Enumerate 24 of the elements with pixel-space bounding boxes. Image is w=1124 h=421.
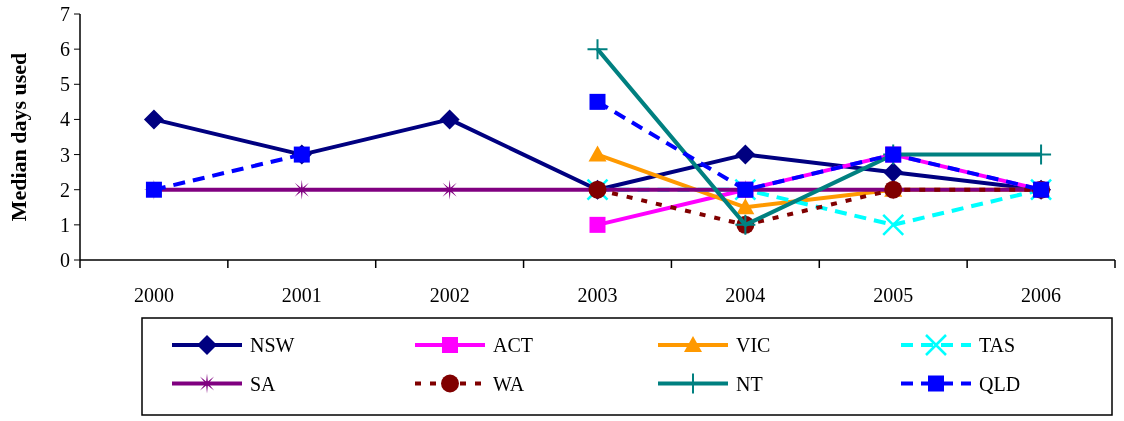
legend-label: SA bbox=[250, 372, 277, 395]
legend-label: ACT bbox=[493, 334, 533, 356]
y-tick-label: 0 bbox=[60, 249, 70, 271]
x-tick-label: 2005 bbox=[873, 284, 914, 306]
legend-label: QLD bbox=[979, 372, 1021, 395]
y-tick-label: 5 bbox=[60, 73, 70, 96]
legend-label: NT bbox=[736, 372, 763, 395]
y-tick-label: 1 bbox=[60, 213, 70, 236]
y-tick-label: 4 bbox=[60, 108, 70, 131]
legend-label: VIC bbox=[736, 334, 771, 356]
x-tick-label: 2003 bbox=[577, 284, 618, 306]
y-tick-label: 6 bbox=[60, 38, 70, 61]
y-tick-label: 2 bbox=[60, 178, 70, 201]
x-tick-label: 2000 bbox=[133, 284, 174, 306]
y-tick-label: 7 bbox=[60, 3, 70, 25]
x-tick-label: 2001 bbox=[281, 284, 322, 306]
y-tick-label: 3 bbox=[60, 143, 70, 166]
legend-label: WA bbox=[493, 372, 525, 395]
x-tick-label: 2004 bbox=[725, 284, 766, 306]
legend-label: NSW bbox=[250, 334, 295, 356]
x-tick-label: 2002 bbox=[429, 284, 470, 306]
y-axis-title: Median days used bbox=[6, 52, 31, 222]
legend-label: TAS bbox=[979, 334, 1016, 356]
x-tick-label: 2006 bbox=[1021, 284, 1062, 306]
